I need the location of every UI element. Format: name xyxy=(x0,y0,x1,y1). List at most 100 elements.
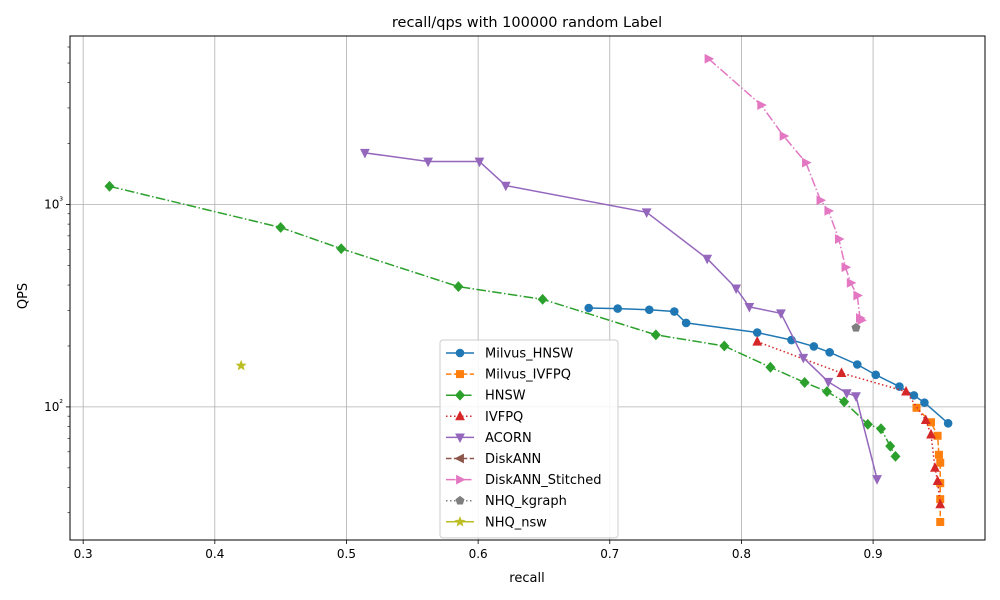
series-ivfpq xyxy=(752,336,946,509)
legend-marker xyxy=(454,515,466,527)
data-point-hnsw xyxy=(104,180,115,192)
data-point-hnsw xyxy=(839,396,850,408)
data-point-milvus-hnsw xyxy=(871,370,881,380)
x-tick-label: 0.8 xyxy=(732,547,751,561)
legend-label: ACORN xyxy=(485,431,532,446)
legend-label: DiskANN_Stitched xyxy=(485,473,601,488)
x-tick-label: 0.7 xyxy=(600,547,619,561)
y-axis-title: QPS xyxy=(16,283,31,309)
legend-label: NHQ_kgraph xyxy=(485,494,567,509)
legend-marker xyxy=(454,389,466,401)
legend-item-nhq-nsw: NHQ_nsw xyxy=(446,515,547,530)
axes: 0.3 0.4 0.5 0.6 0.7 0.8 0.9 10² 10³ xyxy=(44,46,883,561)
data-point-acorn xyxy=(360,148,370,159)
data-point-milvus-hnsw xyxy=(752,328,762,337)
data-point-milvus-hnsw xyxy=(852,360,862,369)
legend-label: Milvus_IVFPQ xyxy=(485,368,571,383)
legend-marker xyxy=(455,370,464,379)
data-point-diskann-stitched xyxy=(779,131,790,141)
data-point-acorn xyxy=(423,157,433,168)
data-point-diskann-stitched xyxy=(816,195,827,206)
data-point-diskann-stitched xyxy=(857,315,867,326)
data-point-hnsw xyxy=(650,329,661,341)
data-point-ivfpq xyxy=(836,367,847,377)
legend-box xyxy=(439,339,619,539)
data-point-diskann-stitched xyxy=(834,234,845,244)
y-tick-label: 10² xyxy=(44,399,63,414)
series-nhq-kgraph xyxy=(851,323,861,332)
data-point-diskann-stitched xyxy=(841,262,852,273)
data-point-hnsw xyxy=(890,450,901,462)
data-point-acorn xyxy=(841,389,852,399)
data-point-milvus-hnsw xyxy=(825,348,834,357)
data-point-milvus-hnsw xyxy=(644,305,654,315)
data-point-hnsw xyxy=(537,293,548,305)
chart-title: recall/qps with 100000 random Label xyxy=(392,15,662,31)
data-point-hnsw xyxy=(336,243,347,255)
legend-label: HNSW xyxy=(485,389,526,404)
data-point-milvus-ivfpq xyxy=(936,517,945,526)
legend-item-hnsw: HNSW xyxy=(446,389,526,404)
data-point-hnsw xyxy=(719,340,730,352)
data-point-acorn xyxy=(500,181,511,192)
series-layer xyxy=(104,53,953,526)
legend-item-milvus-hnsw: Milvus_HNSW xyxy=(446,347,573,362)
legend-label: IVFPQ xyxy=(485,410,523,425)
legend-item-ivfpq: IVFPQ xyxy=(446,410,523,425)
legend-marker xyxy=(454,453,464,464)
x-tick-label: 0.5 xyxy=(337,547,356,561)
data-point-diskann-stitched xyxy=(846,277,857,288)
data-point-milvus-ivfpq xyxy=(934,450,943,459)
legend-item-diskann-stitched: DiskANN_Stitched xyxy=(446,473,601,488)
data-point-milvus-ivfpq xyxy=(936,458,945,467)
data-point-nhq-nsw xyxy=(235,359,247,371)
x-axis-title: recall xyxy=(509,571,544,586)
data-point-milvus-hnsw xyxy=(669,307,679,316)
data-point-nhq-kgraph xyxy=(851,323,861,332)
data-point-acorn xyxy=(798,353,809,364)
data-point-milvus-hnsw xyxy=(613,304,622,313)
grid xyxy=(70,36,985,540)
x-tick-label: 0.3 xyxy=(74,547,93,561)
series-line-diskann-stitched xyxy=(708,58,862,321)
x-tick-label: 0.4 xyxy=(205,547,224,561)
data-point-acorn xyxy=(776,309,786,319)
data-point-ivfpq xyxy=(752,336,763,346)
data-point-acorn xyxy=(872,475,882,485)
legend-label: DiskANN xyxy=(485,452,541,467)
legend-marker xyxy=(455,495,465,505)
legend-item-nhq-kgraph: NHQ_kgraph xyxy=(446,494,567,509)
data-point-milvus-hnsw xyxy=(584,303,594,313)
series-diskann-stitched xyxy=(704,53,867,326)
data-point-hnsw xyxy=(453,281,464,293)
series-line-ivfpq xyxy=(756,340,941,505)
data-point-hnsw xyxy=(875,423,887,435)
legend-label: Milvus_HNSW xyxy=(485,347,573,362)
data-point-ivfpq xyxy=(935,498,946,509)
data-point-ivfpq xyxy=(920,414,931,425)
data-point-diskann-stitched xyxy=(802,157,812,168)
data-point-diskann-stitched xyxy=(853,290,863,301)
legend: Milvus_HNSW Milvus_IVFPQ HNSW IVFPQ ACORN Dis… xyxy=(439,339,619,539)
legend-marker xyxy=(455,348,465,358)
data-point-acorn xyxy=(823,377,834,388)
data-point-ivfpq xyxy=(901,385,911,396)
x-tick-label: 0.6 xyxy=(469,547,488,561)
data-point-diskann-stitched xyxy=(824,205,834,216)
legend-item-diskann: DiskANN xyxy=(446,452,541,467)
legend-item-acorn: ACORN xyxy=(446,431,532,446)
data-point-acorn xyxy=(744,302,755,313)
legend-marker xyxy=(455,410,465,421)
legend-label: NHQ_nsw xyxy=(485,515,547,530)
legend-marker xyxy=(455,433,465,444)
data-point-milvus-hnsw xyxy=(943,418,953,428)
data-point-hnsw xyxy=(799,377,810,388)
x-tick-label: 0.9 xyxy=(864,547,883,561)
data-point-ivfpq xyxy=(932,475,943,485)
data-point-milvus-hnsw xyxy=(809,342,819,351)
data-point-ivfpq xyxy=(930,462,940,472)
y-tick-label: 10³ xyxy=(44,197,63,212)
data-point-acorn xyxy=(731,284,742,295)
series-acorn xyxy=(360,148,882,485)
